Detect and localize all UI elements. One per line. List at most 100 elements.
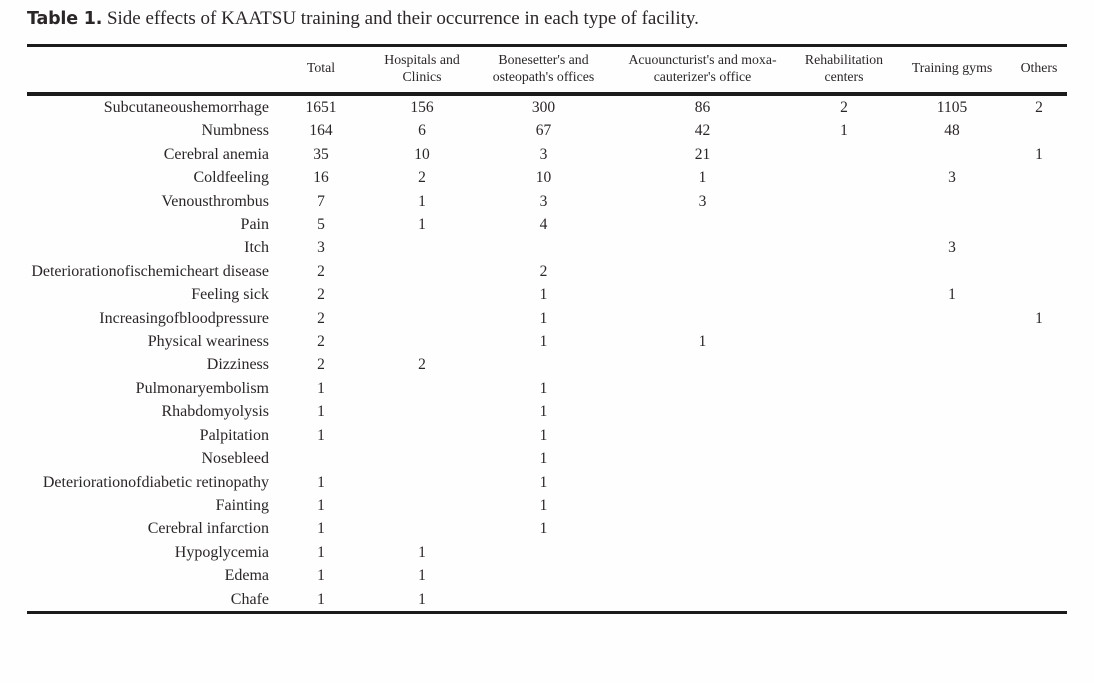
cell-venous-thrombus-hospitals-and-clinics: 1 (418, 192, 426, 210)
cell-increasing-of-blood-pressure-training-gyms (893, 307, 1011, 330)
cell-feeling-sick-acupuncturists-and-moxa-cauterizers-office (610, 283, 795, 306)
cell-rhabdomyolysis-hospitals-and-clinics (367, 400, 477, 423)
cell-edema-acupuncturists-and-moxa-cauterizers-office (610, 564, 795, 587)
cell-cold-feeling-rehabilitation-centers (795, 166, 893, 189)
cell-deterioration-of-diabetic-retinopathy-acupuncturists-and-moxa-cauterizers-office (610, 471, 795, 494)
table-row: Deteriorationofischemicheart disease 2 2 (27, 260, 1067, 283)
cell-chafe-training-gyms (893, 588, 1011, 613)
cell-pulmonary-embolism-hospitals-and-clinics (367, 377, 477, 400)
row-label-venous-thrombus: Venousthrombus (161, 192, 269, 210)
cell-hypoglycemia-rehabilitation-centers (795, 541, 893, 564)
cell-cold-feeling-others (1011, 166, 1067, 189)
cell-itch-training-gyms: 3 (948, 239, 956, 257)
cell-nosebleed-total (275, 447, 367, 470)
cell-cold-feeling-training-gyms: 3 (948, 169, 956, 187)
row-label-dizziness: Dizziness (206, 356, 269, 374)
table-caption-label: Table 1. (27, 9, 103, 29)
cell-dizziness-bonesetters-and-osteopaths-offices (477, 353, 610, 376)
cell-chafe-bonesetters-and-osteopaths-offices (477, 588, 610, 613)
cell-palpitation-bonesetters-and-osteopaths-offices: 1 (539, 426, 548, 444)
row-label-feeling-sick: Feeling sick (191, 286, 269, 304)
cell-edema-training-gyms (893, 564, 1011, 587)
cell-cerebral-infarction-others (1011, 517, 1067, 540)
cell-pain-bonesetters-and-osteopaths-offices: 4 (539, 216, 548, 234)
cell-cerebral-anemia-total: 35 (313, 145, 329, 163)
cell-itch-rehabilitation-centers (795, 236, 893, 259)
column-header-bonesetters-and-osteopaths-offices: Bonesetter's and osteopath's offices (492, 52, 595, 84)
cell-venous-thrombus-training-gyms (893, 190, 1011, 213)
cell-fainting-total: 1 (317, 496, 325, 514)
table-row: Pain 5 1 4 (27, 213, 1067, 236)
row-label-palpitation: Palpitation (199, 426, 269, 444)
cell-cold-feeling-bonesetters-and-osteopaths-offices: 10 (535, 169, 552, 187)
cell-subcutaneous-hemorrhage-acupuncturists-and-moxa-cauterizers-office: 86 (694, 99, 711, 116)
cell-pulmonary-embolism-bonesetters-and-osteopaths-offices: 1 (539, 379, 548, 397)
table-row: Rhabdomyolysis 1 1 (27, 400, 1067, 423)
cell-venous-thrombus-others (1011, 190, 1067, 213)
cell-deterioration-of-ischemic-heart-disease-others (1011, 260, 1067, 283)
cell-edema-rehabilitation-centers (795, 564, 893, 587)
cell-chafe-rehabilitation-centers (795, 588, 893, 613)
table-row: Deteriorationofdiabetic retinopathy 1 1 (27, 471, 1067, 494)
row-label-subcutaneous-hemorrhage: Subcutaneoushemorrhage (103, 99, 269, 116)
cell-pain-rehabilitation-centers (795, 213, 893, 236)
cell-fainting-others (1011, 494, 1067, 517)
cell-nosebleed-rehabilitation-centers (795, 447, 893, 470)
table-row: Venousthrombus 7 1 3 3 (27, 190, 1067, 213)
row-label-deterioration-of-diabetic-retinopathy: Deteriorationofdiabetic retinopathy (42, 473, 269, 491)
cell-cerebral-infarction-acupuncturists-and-moxa-cauterizers-office (610, 517, 795, 540)
cell-itch-bonesetters-and-osteopaths-offices (477, 236, 610, 259)
cell-hypoglycemia-hospitals-and-clinics: 1 (418, 543, 426, 561)
table-row: Subcutaneoushemorrhage 1651 156 300 86 2 1105 2 (27, 94, 1067, 119)
table-row: Hypoglycemia 1 1 (27, 541, 1067, 564)
cell-cold-feeling-acupuncturists-and-moxa-cauterizers-office: 1 (698, 169, 707, 187)
cell-cerebral-infarction-training-gyms (893, 517, 1011, 540)
column-header-others: Others (1020, 60, 1058, 76)
table-row: Chafe 1 1 (27, 588, 1067, 613)
cell-venous-thrombus-rehabilitation-centers (795, 190, 893, 213)
table-body: Subcutaneoushemorrhage 1651 156 300 86 2 1105 2… (27, 94, 1067, 612)
cell-deterioration-of-diabetic-retinopathy-hospitals-and-clinics (367, 471, 477, 494)
table-caption: Table 1. Side effects of KAATSU training… (27, 6, 1094, 32)
cell-cerebral-anemia-training-gyms (893, 143, 1011, 166)
cell-deterioration-of-diabetic-retinopathy-rehabilitation-centers (795, 471, 893, 494)
row-label-itch: Itch (244, 239, 269, 257)
cell-hypoglycemia-acupuncturists-and-moxa-cauterizers-office (610, 541, 795, 564)
cell-subcutaneous-hemorrhage-hospitals-and-clinics: 156 (410, 99, 434, 116)
row-label-nosebleed: Nosebleed (201, 450, 269, 468)
cell-cerebral-anemia-acupuncturists-and-moxa-cauterizers-office: 21 (694, 145, 711, 163)
side-effects-table: Total Hospitals and Clinics Bonesetter's a… (27, 44, 1067, 614)
cell-physical-weariness-rehabilitation-centers (795, 330, 893, 353)
cell-hypoglycemia-others (1011, 541, 1067, 564)
cell-rhabdomyolysis-training-gyms (893, 400, 1011, 423)
cell-feeling-sick-total: 2 (317, 286, 325, 304)
cell-pulmonary-embolism-rehabilitation-centers (795, 377, 893, 400)
row-label-fainting: Fainting (215, 496, 269, 514)
table-row: Dizziness 2 2 (27, 353, 1067, 376)
cell-fainting-bonesetters-and-osteopaths-offices: 1 (539, 496, 548, 514)
cell-feeling-sick-training-gyms: 1 (948, 286, 956, 304)
cell-deterioration-of-ischemic-heart-disease-acupuncturists-and-moxa-cauterizers-office (610, 260, 795, 283)
cell-subcutaneous-hemorrhage-rehabilitation-centers: 2 (840, 99, 848, 116)
cell-numbness-acupuncturists-and-moxa-cauterizers-office: 42 (694, 122, 711, 140)
table-row: Increasingofbloodpressure 2 1 1 (27, 307, 1067, 330)
cell-numbness-hospitals-and-clinics: 6 (418, 122, 426, 140)
cell-palpitation-rehabilitation-centers (795, 424, 893, 447)
cell-cerebral-infarction-total: 1 (317, 520, 325, 538)
cell-dizziness-training-gyms (893, 353, 1011, 376)
table-row: Coldfeeling 16 2 10 1 3 (27, 166, 1067, 189)
cell-cold-feeling-total: 16 (313, 169, 329, 187)
cell-physical-weariness-training-gyms (893, 330, 1011, 353)
cell-rhabdomyolysis-rehabilitation-centers (795, 400, 893, 423)
cell-itch-acupuncturists-and-moxa-cauterizers-office (610, 236, 795, 259)
row-label-deterioration-of-ischemic-heart-disease: Deteriorationofischemicheart disease (31, 262, 269, 280)
cell-itch-others (1011, 236, 1067, 259)
cell-increasing-of-blood-pressure-total: 2 (317, 309, 325, 327)
cell-cerebral-infarction-rehabilitation-centers (795, 517, 893, 540)
cell-numbness-others (1011, 119, 1067, 142)
cell-deterioration-of-diabetic-retinopathy-training-gyms (893, 471, 1011, 494)
table-row: Fainting 1 1 (27, 494, 1067, 517)
table-row: Numbness 164 6 67 42 1 48 (27, 119, 1067, 142)
cell-hypoglycemia-total: 1 (317, 543, 325, 561)
cell-dizziness-hospitals-and-clinics: 2 (418, 356, 426, 374)
